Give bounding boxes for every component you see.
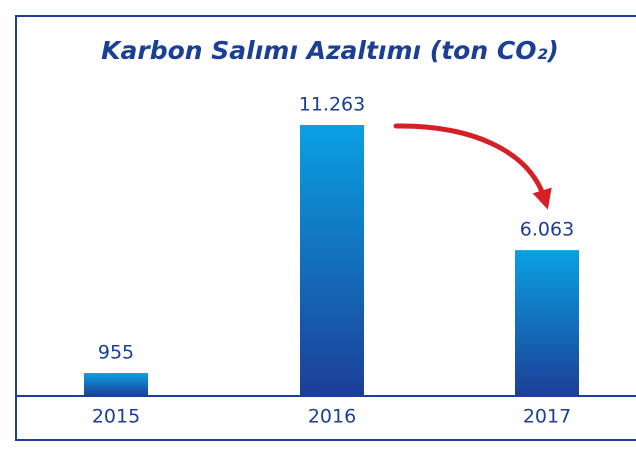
bar bbox=[300, 125, 364, 396]
frame bbox=[15, 15, 636, 441]
value-label: 6.063 bbox=[520, 219, 574, 241]
x-tick-label: 2016 bbox=[308, 406, 356, 428]
value-label: 11.263 bbox=[299, 94, 365, 116]
bar bbox=[515, 250, 579, 396]
bar bbox=[84, 373, 148, 396]
x-tick-label: 2017 bbox=[523, 406, 571, 428]
arrow bbox=[393, 123, 552, 210]
x-tick-label: 2015 bbox=[92, 406, 140, 428]
value-label: 955 bbox=[98, 342, 134, 364]
chart-title: Karbon Salımı Azaltımı (ton CO₂) bbox=[101, 36, 559, 65]
